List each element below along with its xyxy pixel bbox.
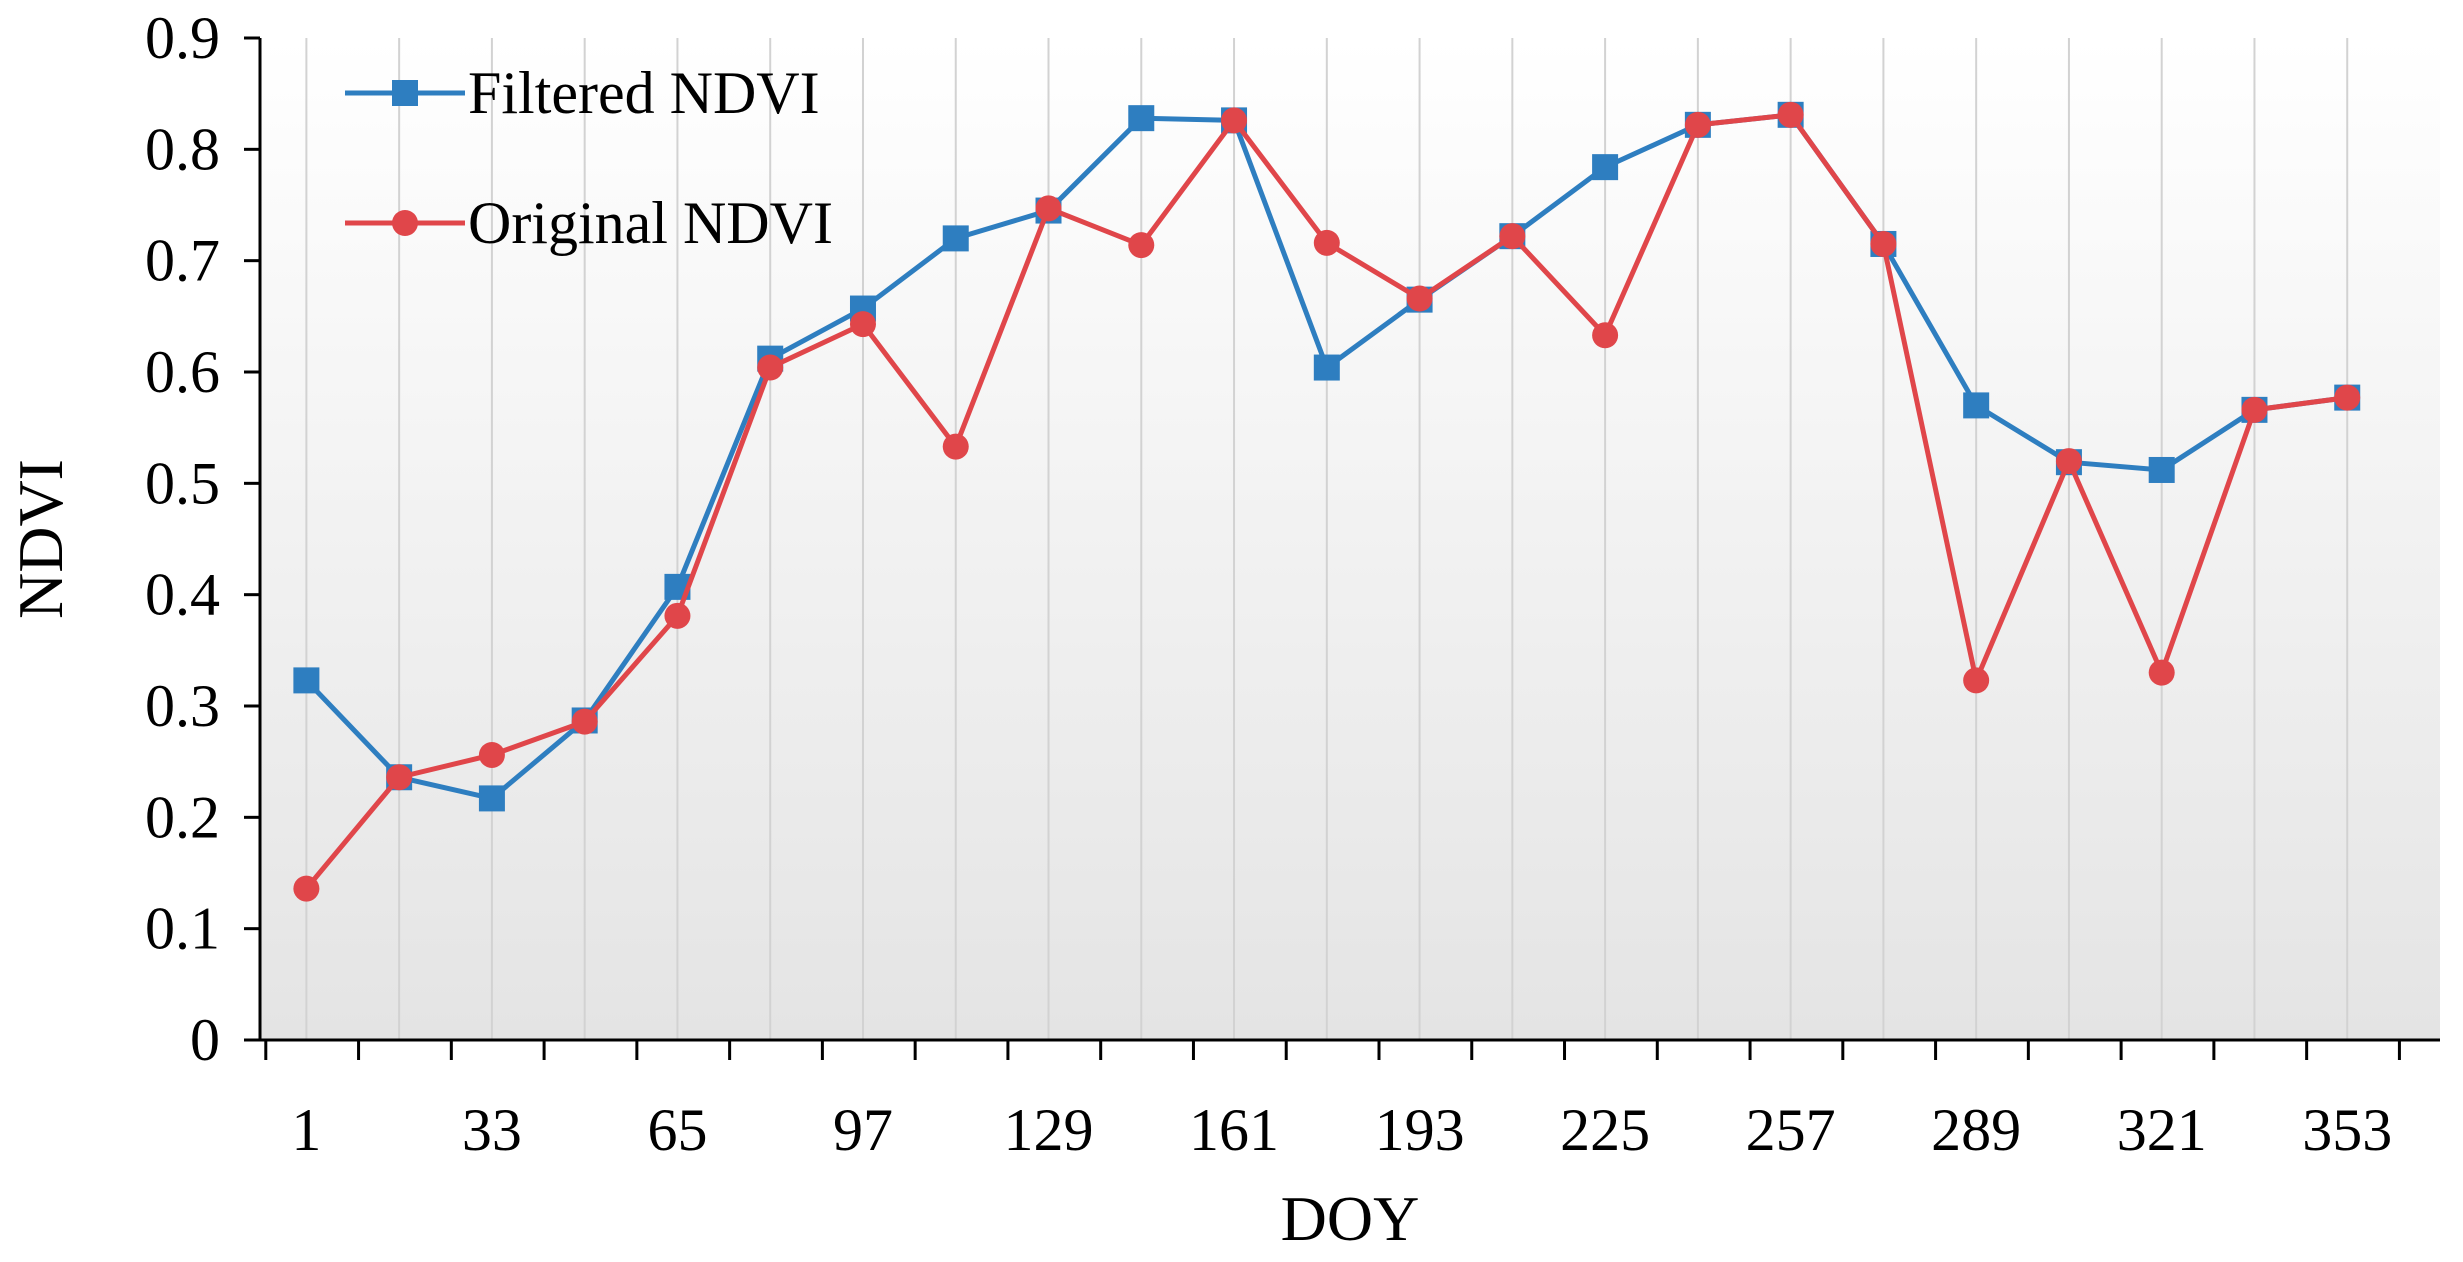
y-tick-label: 0.4 <box>145 562 220 628</box>
x-tick-label: 193 <box>1375 1097 1465 1163</box>
data-point-circle <box>571 708 598 735</box>
x-tick-label: 225 <box>1560 1097 1650 1163</box>
data-point-circle <box>1684 111 1711 138</box>
y-tick-label: 0.2 <box>145 784 220 850</box>
data-point-circle <box>664 602 691 629</box>
x-tick-label: 289 <box>1931 1097 2021 1163</box>
data-point-circle <box>2148 659 2175 686</box>
y-tick-label: 0.3 <box>145 673 220 739</box>
data-point-square <box>1592 154 1619 181</box>
legend-circle-marker <box>392 210 418 236</box>
data-point-square <box>2148 456 2175 483</box>
y-tick-label: 0.6 <box>145 339 220 405</box>
y-tick-label: 0 <box>190 1007 220 1073</box>
data-point-circle <box>1777 101 1804 128</box>
data-point-circle <box>1406 285 1433 312</box>
x-tick-label: 33 <box>462 1097 522 1163</box>
data-point-circle <box>2334 384 2361 411</box>
data-point-circle <box>757 354 784 381</box>
axes <box>244 36 2440 1060</box>
data-point-circle <box>1963 667 1990 694</box>
x-tick-label: 129 <box>1004 1097 1094 1163</box>
data-point-circle <box>386 764 413 791</box>
data-point-circle <box>1035 195 1062 222</box>
x-tick-label: 1 <box>291 1097 321 1163</box>
y-axis-title: NDVI <box>5 459 76 619</box>
legend: Filtered NDVI Original NDVI <box>345 60 833 256</box>
data-point-circle <box>478 741 505 768</box>
data-point-square <box>1963 392 1990 419</box>
legend-label: Filtered NDVI <box>468 60 820 126</box>
data-point-square <box>1313 354 1340 381</box>
y-tick-label: 0.5 <box>145 450 220 516</box>
y-tick-label: 0.1 <box>145 896 220 962</box>
data-point-circle <box>1592 322 1619 349</box>
x-tick-label: 161 <box>1189 1097 1279 1163</box>
y-tick-label: 0.9 <box>145 5 220 71</box>
x-tick-label: 353 <box>2302 1097 2392 1163</box>
legend-square-marker <box>392 80 418 106</box>
data-series <box>293 101 2361 902</box>
data-point-circle <box>1499 223 1526 250</box>
data-point-circle <box>1128 232 1155 259</box>
data-point-square <box>942 225 969 252</box>
legend-entry: Filtered NDVI <box>345 60 820 126</box>
vertical-gridlines <box>305 38 2349 1040</box>
x-tick-label: 257 <box>1746 1097 1836 1163</box>
data-point-circle <box>2241 396 2268 423</box>
data-point-circle <box>1313 229 1340 256</box>
data-point-circle <box>849 311 876 338</box>
y-tick-label: 0.7 <box>145 228 220 294</box>
data-point-circle <box>1870 230 1897 257</box>
x-tick-label: 97 <box>833 1097 893 1163</box>
legend-label: Original NDVI <box>468 190 833 256</box>
data-point-circle <box>1221 107 1248 134</box>
plot-background <box>260 38 2440 1040</box>
data-point-circle <box>942 433 969 460</box>
data-point-square <box>293 667 320 694</box>
x-tick-label: 65 <box>647 1097 707 1163</box>
legend-entry: Original NDVI <box>345 190 833 256</box>
data-point-square <box>478 785 505 812</box>
series-original-ndvi <box>293 101 2361 902</box>
data-point-circle <box>2055 448 2082 475</box>
y-tick-labels: 0 0.1 0.2 0.3 0.4 0.5 0.6 0.7 0.8 0.9 <box>145 5 220 1073</box>
x-tick-label: 321 <box>2117 1097 2207 1163</box>
data-point-square <box>1128 105 1155 132</box>
data-point-circle <box>293 875 320 902</box>
x-axis-title: DOY <box>1281 1183 1420 1254</box>
x-tick-labels: 1 33 65 97 129 161 193 225 257 289 321 353 <box>291 1097 2392 1163</box>
y-tick-label: 0.8 <box>145 116 220 182</box>
